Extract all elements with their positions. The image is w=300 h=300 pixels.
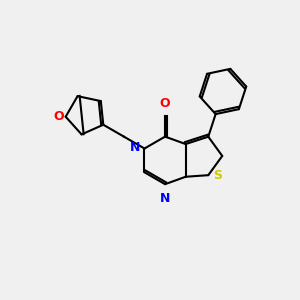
Text: O: O — [160, 98, 170, 110]
Text: N: N — [160, 192, 170, 205]
Text: O: O — [53, 110, 64, 123]
Text: S: S — [213, 169, 222, 182]
Text: N: N — [130, 140, 140, 154]
